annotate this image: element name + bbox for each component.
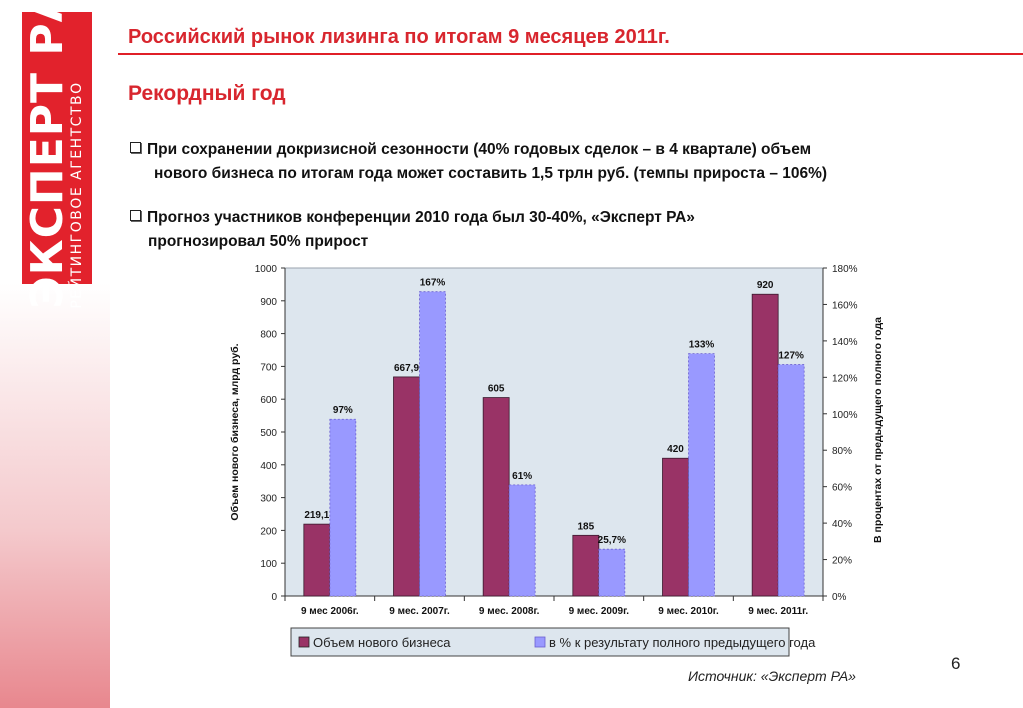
y-tick-label: 0: [271, 592, 277, 603]
x-tick-label: 9 мес 2006г.: [301, 606, 359, 617]
brand-logo: ЭКСПЕРТ РА РЕЙТИНГОВОЕ АГЕНТСТВО: [22, 0, 92, 309]
data-label-volume: 219,1: [304, 510, 329, 521]
data-label-growth: 133%: [689, 340, 715, 351]
bar-growth: [598, 548, 626, 597]
data-label-growth: 97%: [333, 405, 353, 416]
y-tick-label: 800: [260, 330, 277, 341]
bullet-line: При сохранении докризисной сезонности (4…: [147, 141, 812, 158]
bar-volume: [303, 523, 331, 597]
y-tick-label: 200: [260, 526, 277, 537]
bar-growth: [508, 484, 536, 597]
slide-subtitle: Рекордный год: [128, 82, 286, 105]
y2-tick-label: 160%: [832, 300, 858, 311]
y-tick-label: 700: [260, 362, 277, 373]
data-label-volume: 420: [667, 444, 684, 455]
source-note: Источник: «Эксперт РА»: [688, 668, 856, 684]
y2-tick-label: 60%: [832, 483, 852, 494]
data-label-volume: 605: [488, 384, 505, 395]
bar-growth: [419, 291, 446, 597]
bar-growth: [688, 353, 715, 597]
x-tick-label: 9 мес. 2010г.: [658, 606, 719, 617]
y2-tick-label: 100%: [832, 410, 858, 421]
checkbox-bullet-icon: [130, 142, 141, 153]
leasing-chart: 0 100 200 300 400 500 600 700 800 900 1000 0% 20% 40%…: [229, 264, 884, 657]
y-tick-label: 100: [260, 559, 277, 570]
legend-swatch-volume: [298, 636, 310, 648]
bullet-line: нового бизнеса по итогам года может сост…: [154, 165, 828, 182]
data-label-growth: 25,7%: [598, 535, 626, 546]
x-tick-label: 9 мес. 2007г.: [389, 606, 450, 617]
data-label-growth: 167%: [420, 278, 446, 289]
bar-volume: [482, 397, 510, 597]
bar-growth: [329, 418, 357, 597]
bullet-line: Прогноз участников конференции 2010 года…: [147, 209, 695, 226]
y2-tick-label: 20%: [832, 556, 852, 567]
y2-tick-label: 120%: [832, 373, 858, 384]
y-tick-label: 500: [260, 428, 277, 439]
data-label-growth: 127%: [778, 351, 804, 362]
page-number: 6: [951, 654, 961, 673]
bar-volume: [572, 534, 600, 597]
y-tick-label: 300: [260, 494, 277, 505]
y2-tick-label: 80%: [832, 446, 852, 457]
title-divider: [118, 53, 1023, 55]
bar-volume: [751, 293, 779, 597]
data-label-volume: 920: [757, 280, 774, 291]
y-tick-label: 900: [260, 297, 277, 308]
legend-label-growth: в % к результату полного предыдущего год…: [549, 635, 816, 650]
y-tick-label: 1000: [255, 264, 278, 275]
checkbox-bullet-icon: [130, 210, 141, 221]
data-label-growth: 61%: [512, 471, 532, 482]
y2-tick-label: 140%: [832, 337, 858, 348]
bar-volume: [393, 376, 420, 597]
data-label-volume: 185: [577, 521, 594, 532]
bullet-item: При сохранении докризисной сезонности (4…: [130, 138, 827, 186]
plot-area: [284, 267, 824, 597]
x-tick-label: 9 мес. 2009г.: [569, 606, 630, 617]
x-tick-label: 9 мес. 2011г.: [748, 606, 808, 617]
bullet-item: Прогноз участников конференции 2010 года…: [130, 206, 695, 254]
data-label-volume: 667,9: [394, 363, 419, 374]
y-tick-label: 600: [260, 395, 277, 406]
slide-title: Российский рынок лизинга по итогам 9 мес…: [128, 26, 670, 48]
y-tick-label: 400: [260, 461, 277, 472]
y2-axis-title: В процентах от предыдущего полного года: [872, 317, 884, 543]
brand-name: ЭКСПЕРТ РА: [22, 0, 73, 309]
bar-volume: [662, 457, 689, 597]
legend-label-volume: Объем нового бизнеса: [313, 635, 451, 650]
bar-growth: [777, 364, 805, 597]
y-axis-title: Объем нового бизнеса, млрд руб.: [229, 343, 241, 520]
bullet-line: прогнозировал 50% прирост: [148, 233, 369, 250]
legend-swatch-growth: [534, 636, 546, 648]
y2-tick-label: 0%: [832, 592, 847, 603]
y2-tick-label: 180%: [832, 264, 858, 275]
x-tick-label: 9 мес. 2008г.: [479, 606, 540, 617]
y2-tick-label: 40%: [832, 519, 852, 530]
